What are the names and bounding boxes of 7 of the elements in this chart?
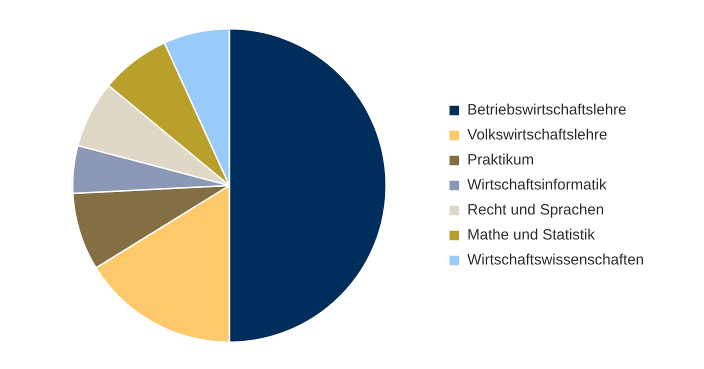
legend-label: Recht und Sprachen	[467, 202, 604, 219]
legend-label: Wirtschaftsinformatik	[467, 176, 607, 194]
legend-label: Praktikum	[467, 152, 534, 169]
legend-label: Betriebswirtschaftslehre	[467, 102, 627, 119]
legend-label: Wirtschaftswissenschaften	[467, 252, 644, 269]
legend-label: Volkswirtschaftslehre	[467, 126, 608, 144]
legend-label: Mathe und Statistik	[467, 226, 596, 244]
